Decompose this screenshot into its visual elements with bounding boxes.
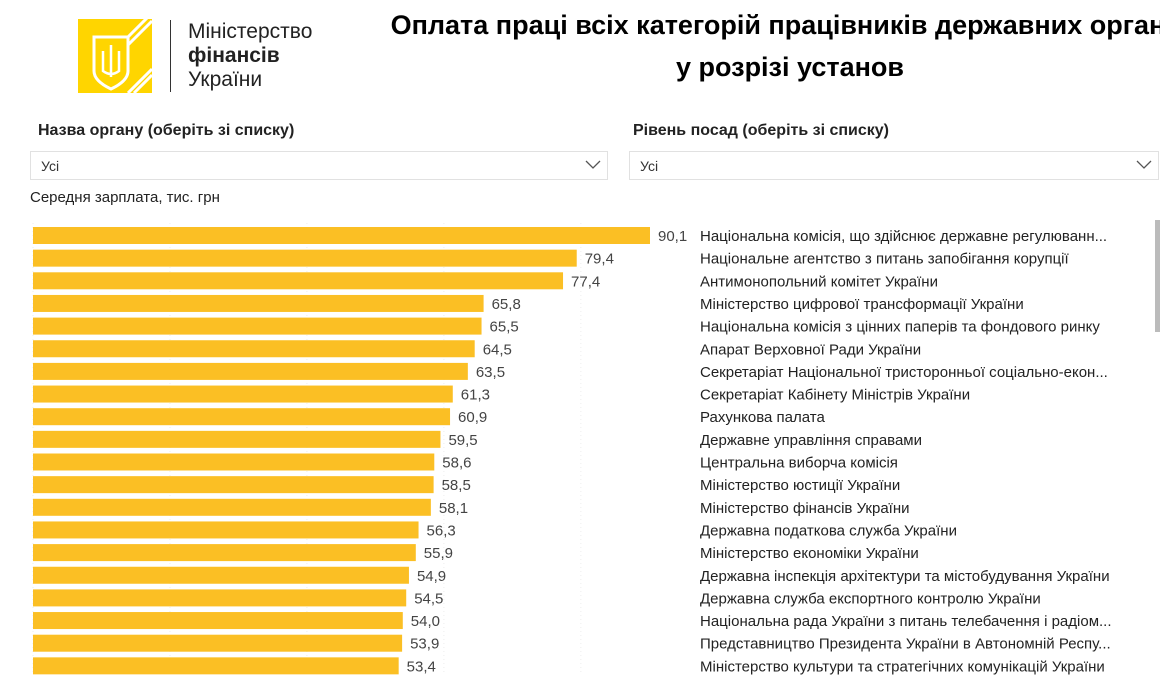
- value-label: 53,4: [407, 658, 436, 675]
- category-label: Міністерство фінансів України: [700, 500, 910, 517]
- category-label: Міністерство культури та стратегічних ко…: [700, 658, 1105, 675]
- bar: [33, 453, 435, 471]
- bar: [33, 408, 451, 426]
- logo-divider: [170, 20, 171, 92]
- chevron-down-icon: [585, 160, 601, 169]
- category-label: Державна служба експортного контролю Укр…: [700, 590, 1041, 607]
- ministry-logo: [78, 19, 152, 93]
- value-label: 53,9: [410, 636, 439, 653]
- value-label: 77,4: [571, 273, 600, 290]
- category-label: Центральна виборча комісія: [700, 455, 898, 472]
- bar: [33, 657, 399, 675]
- organ-dropdown[interactable]: Усі: [30, 151, 608, 180]
- bar: [33, 589, 407, 607]
- value-label: 54,9: [417, 568, 446, 585]
- page-title: Оплата праці всіх категорій працівників …: [390, 10, 1160, 82]
- value-label: 59,5: [448, 432, 477, 449]
- value-label: 65,5: [490, 319, 519, 336]
- category-label: Державне управління справами: [700, 432, 922, 449]
- value-label: 58,6: [442, 455, 471, 472]
- value-label: 58,5: [442, 477, 471, 494]
- chevron-down-icon: [1136, 160, 1152, 169]
- bar: [33, 634, 403, 652]
- bar: [33, 544, 416, 562]
- value-label: 61,3: [461, 387, 490, 404]
- value-label: 54,0: [411, 613, 440, 630]
- category-label: Антимонопольний комітет України: [700, 273, 938, 290]
- category-label: Секретаріат Кабінету Міністрів України: [700, 387, 970, 404]
- category-label: Національна рада України з питань телеба…: [700, 613, 1112, 630]
- value-label: 60,9: [458, 409, 487, 426]
- category-label: Національна комісія з цінних паперів та …: [700, 319, 1100, 336]
- value-label: 54,5: [414, 590, 443, 607]
- bar: [33, 294, 484, 312]
- category-label: Міністерство юстиції України: [700, 477, 900, 494]
- category-label: Міністерство економіки України: [700, 545, 919, 562]
- category-label: Секретаріат Національної тристоронньої с…: [700, 364, 1108, 381]
- bar: [33, 566, 409, 584]
- value-label: 58,1: [439, 500, 468, 517]
- bar: [33, 340, 475, 358]
- bar: [33, 272, 564, 290]
- bar: [33, 362, 468, 380]
- bar: [33, 227, 650, 244]
- bar: [33, 385, 453, 403]
- category-label: Апарат Верховної Ради України: [700, 341, 921, 358]
- salary-bar-chart: 90,1 Національна комісія, що здійснює дер…: [32, 223, 1112, 675]
- chart-scrollbar[interactable]: [1155, 220, 1160, 332]
- category-label: Державна податкова служба України: [700, 522, 957, 539]
- bar: [33, 521, 419, 539]
- bar: [33, 476, 434, 494]
- value-label: 65,8: [492, 296, 521, 313]
- value-label: 64,5: [483, 341, 512, 358]
- category-label: Національна комісія, що здійснює державн…: [700, 228, 1107, 245]
- category-label: Рахункова палата: [700, 409, 825, 426]
- filter-label-level: Рівень посад (оберіть зі списку): [633, 122, 889, 139]
- value-label: 79,4: [585, 251, 614, 268]
- category-label: Міністерство цифрової трансформації Укра…: [700, 296, 1024, 313]
- bar: [33, 249, 577, 267]
- bar: [33, 317, 482, 335]
- value-label: 55,9: [424, 545, 453, 562]
- level-dropdown-value: Усі: [640, 158, 659, 174]
- category-label: Національне агентство з питань запобіган…: [700, 251, 1070, 268]
- bar: [33, 430, 441, 448]
- value-label: 63,5: [476, 364, 505, 381]
- category-label: Представництво Президента України в Авто…: [700, 636, 1111, 653]
- bar: [33, 612, 403, 630]
- organ-dropdown-value: Усі: [41, 158, 60, 174]
- category-label: Державна інспекція архітектури та містоб…: [700, 568, 1110, 585]
- filter-label-organ: Назва органу (оберіть зі списку): [38, 122, 295, 139]
- level-dropdown[interactable]: Усі: [629, 151, 1159, 180]
- value-label: 56,3: [427, 522, 456, 539]
- logo-text: Міністерство фінансів України: [188, 20, 313, 91]
- bar: [33, 498, 431, 516]
- chart-title: Середня зарплата, тис. грн: [30, 189, 220, 206]
- value-label: 90,1: [658, 228, 687, 245]
